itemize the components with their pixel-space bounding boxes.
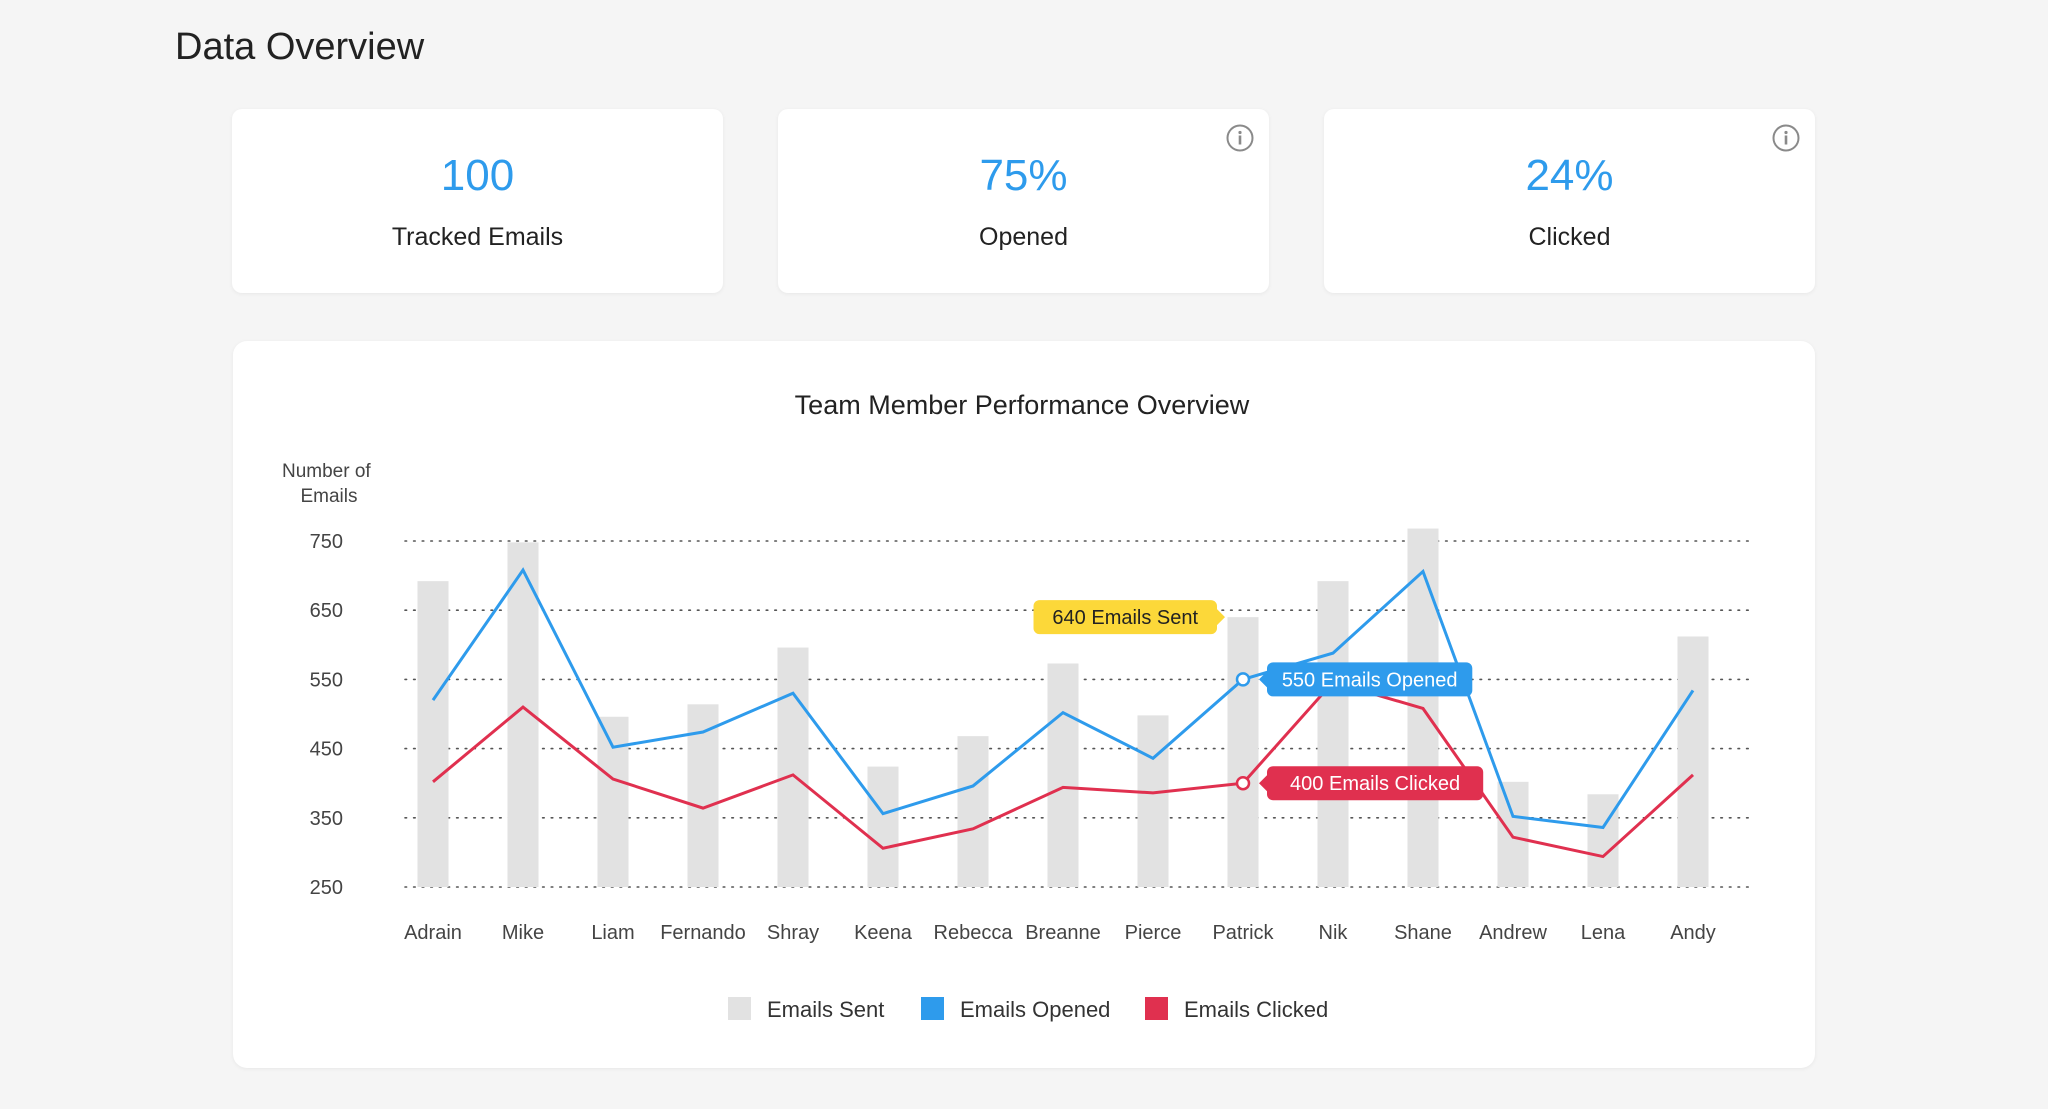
- highlight-point[interactable]: [1235, 672, 1251, 687]
- stat-value: 75%: [979, 151, 1068, 200]
- legend-label: Emails Opened: [960, 997, 1110, 1022]
- bar-emails-sent[interactable]: [1137, 715, 1169, 887]
- tooltip-text: 550 Emails Opened: [1282, 669, 1458, 691]
- y-tick-label: 350: [310, 808, 343, 830]
- bar-emails-sent[interactable]: [867, 766, 899, 887]
- x-tick-label: Adrain: [404, 922, 462, 944]
- y-tick-label: 250: [310, 877, 343, 899]
- bar-emails-sent[interactable]: [1587, 794, 1619, 887]
- legend-item-emails-opened[interactable]: Emails Opened: [921, 997, 1110, 1022]
- tooltip-emails-clicked: 400 Emails Clicked: [1259, 766, 1484, 801]
- legend-item-emails-sent[interactable]: Emails Sent: [728, 997, 884, 1022]
- x-tick-label: Keena: [854, 922, 913, 944]
- y-tick-label: 650: [310, 600, 343, 622]
- stat-label: Tracked Emails: [391, 223, 564, 251]
- x-tick-label: Mike: [502, 922, 544, 944]
- x-tick-label: Shane: [1394, 922, 1452, 944]
- line-emails-opened[interactable]: [431, 567, 1695, 830]
- y-axis-label-line: Number of: [282, 461, 371, 482]
- x-tick-label: Nik: [1319, 922, 1349, 944]
- bar-emails-sent[interactable]: [1227, 617, 1259, 887]
- chart-card: Team Member Performance Overview Number …: [233, 341, 1815, 1068]
- y-axis-label: Number of Emails: [282, 461, 376, 507]
- bar-emails-sent[interactable]: [777, 647, 809, 887]
- tooltip-emails-sent: 640 Emails Sent: [1033, 600, 1225, 635]
- legend-swatch: [921, 997, 944, 1020]
- legend-item-emails-clicked[interactable]: Emails Clicked: [1145, 997, 1328, 1022]
- x-tick-label: Breanne: [1025, 922, 1101, 944]
- performance-chart: Team Member Performance Overview Number …: [282, 390, 1754, 1022]
- bar-emails-sent[interactable]: [1497, 781, 1529, 887]
- x-tick-label: Lena: [1581, 922, 1626, 944]
- stat-value: 100: [440, 151, 515, 200]
- stat-card-tracked: 100 Tracked Emails: [232, 109, 723, 293]
- y-tick-label: 750: [310, 531, 343, 553]
- legend-label: Emails Clicked: [1184, 997, 1328, 1022]
- y-axis-label-line: Emails: [300, 486, 357, 507]
- legend-swatch: [1145, 997, 1168, 1020]
- page-title: Data Overview: [175, 26, 425, 68]
- stat-label: Clicked: [1528, 223, 1611, 251]
- x-tick-label: Shray: [767, 922, 819, 944]
- bar-emails-sent[interactable]: [1677, 636, 1709, 887]
- info-icon[interactable]: [1225, 123, 1255, 153]
- legend-label: Emails Sent: [767, 997, 884, 1022]
- bar-emails-sent[interactable]: [957, 736, 989, 887]
- tooltip-text: 640 Emails Sent: [1052, 607, 1198, 629]
- tooltip-text: 400 Emails Clicked: [1290, 773, 1460, 795]
- bar-emails-sent[interactable]: [597, 716, 629, 887]
- stat-label: Opened: [979, 223, 1068, 251]
- chart-title: Team Member Performance Overview: [795, 390, 1250, 420]
- tooltip-emails-opened: 550 Emails Opened: [1259, 662, 1473, 697]
- bar-emails-sent[interactable]: [417, 581, 449, 887]
- x-tick-label: Fernando: [660, 922, 746, 944]
- bar-emails-sent[interactable]: [1047, 663, 1079, 887]
- x-tick-label: Rebecca: [934, 922, 1014, 944]
- highlight-point[interactable]: [1235, 775, 1251, 791]
- x-tick-label: Andy: [1670, 922, 1716, 944]
- x-tick-label: Liam: [591, 922, 634, 944]
- x-tick-label: Patrick: [1212, 922, 1274, 944]
- bar-emails-sent[interactable]: [1317, 581, 1349, 887]
- info-icon[interactable]: [1771, 123, 1801, 153]
- legend-swatch: [728, 997, 751, 1020]
- x-tick-label: Andrew: [1479, 922, 1547, 944]
- stat-card-clicked: 24% Clicked: [1324, 109, 1815, 293]
- x-tick-label: Pierce: [1125, 922, 1182, 944]
- y-tick-label: 550: [310, 669, 343, 691]
- stat-card-opened: 75% Opened: [778, 109, 1269, 293]
- y-tick-label: 450: [310, 739, 343, 761]
- stat-value: 24%: [1525, 151, 1614, 200]
